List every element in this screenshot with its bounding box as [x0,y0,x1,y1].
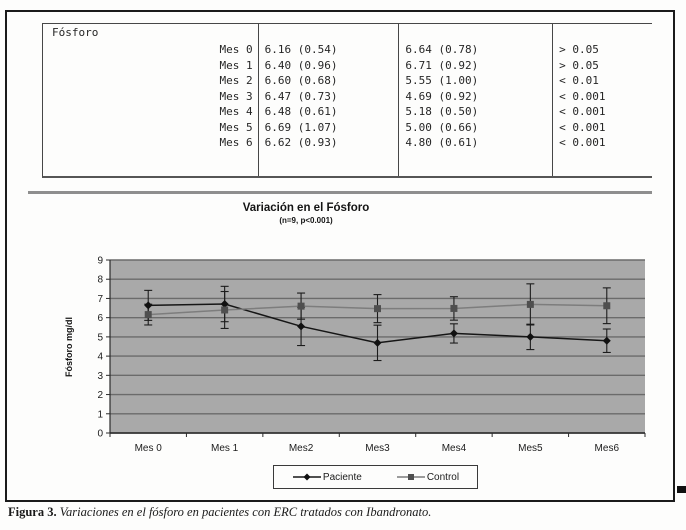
caption-label: Figura 3. [8,505,57,519]
legend-item: Paciente [292,471,362,483]
table-cell: 6.64 (0.78) [405,43,479,56]
square-marker-icon [144,311,152,319]
square-marker-icon [450,304,458,312]
table-header-spacer [259,24,399,42]
table-cell: Mes 0 [219,43,253,56]
table-cell: 6.47 (0.73) [264,89,338,103]
table-header-spacer [553,24,652,42]
y-tick-label: 0 [97,429,103,440]
y-tick-label: 3 [97,371,103,382]
table-cell: Mes 3 [219,89,253,103]
square-marker-icon [603,302,611,310]
table-cell: Mes 1 [219,58,253,72]
diamond-marker-icon [373,338,382,347]
diamond-marker-icon [602,336,611,345]
square-marker-icon [526,300,534,308]
table-cell: 4.69 (0.92) [405,89,479,103]
table-cell: 6.40 (0.96) [264,58,338,72]
table-column: > 0.05 > 0.05 < 0.01 < 0.001 < 0.001 < 0.001 <… [552,24,652,176]
table-cell: Mes 4 [219,105,253,118]
table-cell: < 0.001 [559,120,606,134]
table-cell: < 0.001 [559,89,606,103]
table-header: Fósforo [52,26,99,39]
y-tick-label: 8 [97,275,103,286]
section-divider [28,191,652,194]
y-axis-label: Fósforo mg/dl [64,317,74,377]
edge-mark [677,486,686,493]
table-cell: Mes 2 [219,74,253,87]
table-cell: 6.69 (1.07) [264,120,338,134]
table-column: Fósforo Mes 0 Mes 1 Mes 2 Mes 3 Mes 4 Mes 5 Mes… [43,24,258,176]
figure-frame [5,10,675,502]
chart-title: Variación en el Fósforo [242,202,370,214]
table-cell: > 0.05 [559,43,599,56]
table-cell: 5.18 (0.50) [405,105,479,118]
caption-text: Variaciones en el fósforo en pacientes c… [56,505,432,519]
y-tick-label: 5 [97,332,103,343]
table-cell: 5.55 (1.00) [405,74,479,87]
table-column: 6.64 (0.78) 6.71 (0.92) 5.55 (1.00) 4.69 (0… [398,24,552,176]
table-cell: 6.60 (0.68) [264,74,338,87]
square-marker-icon [374,305,381,313]
diamond-marker-icon [526,332,535,341]
y-tick-label: 2 [97,390,103,401]
table-cell: 6.71 (0.92) [405,58,479,72]
legend-box: Paciente Control [273,465,478,489]
line-chart: 0 1 2 3 4 5 6 7 8 9 Mes 0 Mes 1 Mes2 Mes3 Mes4 Mes5 Mes6 [97,256,646,454]
legend-label: Control [426,471,460,483]
y-tick-label: 4 [97,352,103,363]
x-tick-label: Mes4 [442,443,467,454]
table-cell: 6.62 (0.93) [264,136,338,149]
y-tick-label: 9 [97,256,103,267]
y-tick-label: 7 [97,294,103,305]
table-cell: 5.00 (0.66) [405,120,479,134]
table-column: 6.16 (0.54) 6.40 (0.96) 6.60 (0.68) 6.47 (0… [257,24,399,176]
table-cell: < 0.001 [559,136,606,149]
table-cell: 6.16 (0.54) [264,43,338,56]
legend-marker-diamond-icon [292,473,321,481]
table-cell: 6.48 (0.61) [264,105,338,118]
square-marker-icon [221,306,229,314]
table-header-spacer [399,24,552,42]
x-tick-label: Mes2 [289,443,314,454]
table-cell: < 0.001 [559,105,606,118]
x-tick-label: Mes 0 [135,443,163,454]
diamond-marker-icon [449,329,458,338]
table-cell: > 0.05 [559,58,599,72]
table-cell: < 0.01 [559,74,599,87]
legend-label: Paciente [322,471,362,483]
legend-marker-square-icon [396,474,425,480]
x-tick-label: Mes 1 [211,443,239,454]
diamond-marker-icon [144,301,153,310]
table-cell: Mes 5 [219,120,253,134]
x-tick-label: Mes5 [518,443,543,454]
figure-caption: Figura 3. Variaciones en el fósforo en p… [8,505,431,520]
table-cell: Mes 6 [219,136,253,149]
table-cell: 4.80 (0.61) [405,136,479,149]
chart-subtitle: (n=9, p<0.001) [279,216,333,225]
x-tick-label: Mes3 [365,443,390,454]
diamond-marker-icon [297,322,306,331]
legend-item: Control [396,471,459,483]
phosphorus-table: Fósforo Mes 0 Mes 1 Mes 2 Mes 3 Mes 4 Mes 5 Mes… [42,23,652,178]
y-tick-label: 6 [97,313,103,324]
square-marker-icon [297,302,305,310]
x-tick-label: Mes6 [595,443,620,454]
y-tick-label: 1 [97,409,103,420]
diamond-marker-icon [220,300,229,309]
